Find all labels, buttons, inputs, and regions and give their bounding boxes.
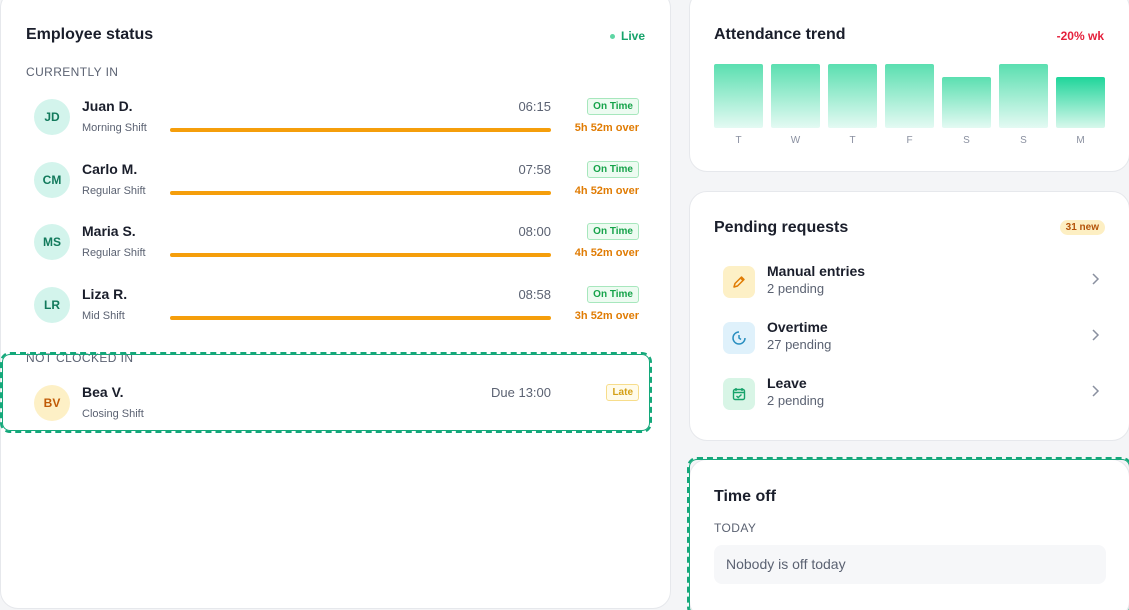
employee-row[interactable]: MS Maria S. Regular Shift 08:00 On Time … bbox=[26, 223, 646, 283]
request-subtitle: 2 pending bbox=[767, 281, 825, 296]
weekly-change: -20% wk bbox=[1056, 29, 1104, 43]
clock-in-time: 08:58 bbox=[518, 287, 551, 302]
avatar: BV bbox=[34, 385, 70, 421]
today-label: TODAY bbox=[714, 521, 757, 535]
employee-name: Juan D. bbox=[82, 98, 133, 114]
clock-in-time: 06:15 bbox=[518, 99, 551, 114]
new-count-badge: 31 new bbox=[1059, 220, 1105, 235]
not-clocked-in-label: NOT CLOCKED IN bbox=[26, 351, 134, 365]
live-indicator: Live bbox=[609, 29, 645, 43]
employee-shift: Regular Shift bbox=[82, 247, 146, 259]
due-time: Due 13:00 bbox=[491, 385, 551, 400]
employee-row[interactable]: LR Liza R. Mid Shift 08:58 On Time 3h 52… bbox=[26, 286, 646, 346]
status-badge: On Time bbox=[587, 223, 639, 240]
employee-name: Maria S. bbox=[82, 223, 136, 239]
overtime-label: 4h 52m over bbox=[574, 185, 639, 197]
shift-progress-bar bbox=[170, 253, 551, 257]
day-label: T bbox=[849, 135, 856, 146]
status-badge: On Time bbox=[587, 161, 639, 178]
time-off-card: Time off TODAY Nobody is off today bbox=[689, 459, 1129, 610]
day-label: F bbox=[906, 135, 913, 146]
attendance-bar bbox=[828, 64, 877, 128]
status-badge: On Time bbox=[587, 286, 639, 303]
request-title: Overtime bbox=[767, 319, 828, 335]
day-label: S bbox=[1020, 135, 1027, 146]
employee-shift: Closing Shift bbox=[82, 408, 144, 420]
employee-row-late[interactable]: BV Bea V. Closing Shift Due 13:00 Late bbox=[26, 384, 646, 444]
shift-progress-bar bbox=[170, 191, 551, 195]
chevron-right-icon bbox=[1092, 329, 1100, 341]
pencil-icon bbox=[723, 266, 755, 298]
live-label: Live bbox=[620, 29, 645, 43]
pending-requests-title: Pending requests bbox=[714, 219, 849, 236]
request-subtitle: 27 pending bbox=[767, 337, 832, 352]
clock-in-time: 07:58 bbox=[518, 162, 551, 177]
request-title: Leave bbox=[767, 375, 807, 391]
employee-row[interactable]: JD Juan D. Morning Shift 06:15 On Time 5… bbox=[26, 98, 646, 158]
overtime-label: 3h 52m over bbox=[574, 310, 639, 322]
attendance-bar bbox=[885, 64, 934, 128]
clock-icon bbox=[723, 322, 755, 354]
time-off-title: Time off bbox=[714, 488, 776, 505]
day-label: T bbox=[735, 135, 742, 146]
focus-highlight bbox=[0, 352, 652, 433]
time-off-empty-state: Nobody is off today bbox=[714, 545, 1106, 584]
shift-progress-bar bbox=[170, 316, 551, 320]
calendar-check-icon bbox=[723, 378, 755, 410]
avatar: MS bbox=[34, 224, 70, 260]
request-manual-entries[interactable]: Manual entries 2 pending bbox=[723, 263, 1103, 305]
live-dot-icon bbox=[609, 33, 615, 39]
request-subtitle: 2 pending bbox=[767, 393, 825, 408]
employee-name: Bea V. bbox=[82, 384, 124, 400]
attendance-bar bbox=[999, 64, 1048, 128]
avatar: CM bbox=[34, 162, 70, 198]
late-badge: Late bbox=[606, 384, 639, 401]
focus-highlight bbox=[687, 457, 1129, 610]
request-overtime[interactable]: Overtime 27 pending bbox=[723, 319, 1103, 361]
shift-progress-bar bbox=[170, 128, 551, 132]
employee-status-card: Employee status Live CURRENTLY IN JD Jua… bbox=[0, 0, 671, 609]
day-label: M bbox=[1076, 135, 1085, 146]
attendance-bar bbox=[714, 64, 763, 128]
attendance-bar bbox=[1056, 77, 1105, 128]
chevron-right-icon bbox=[1092, 385, 1100, 397]
avatar: JD bbox=[34, 99, 70, 135]
employee-name: Carlo M. bbox=[82, 161, 138, 177]
attendance-trend-card: Attendance trend -20% wk T W T F S S M bbox=[689, 0, 1129, 172]
day-label: W bbox=[790, 135, 801, 146]
employee-row[interactable]: CM Carlo M. Regular Shift 07:58 On Time … bbox=[26, 161, 646, 221]
attendance-bar bbox=[771, 64, 820, 128]
overtime-label: 4h 52m over bbox=[574, 247, 639, 259]
avatar: LR bbox=[34, 287, 70, 323]
request-title: Manual entries bbox=[767, 263, 866, 279]
day-label: S bbox=[963, 135, 970, 146]
employee-name: Liza R. bbox=[82, 286, 128, 302]
request-leave[interactable]: Leave 2 pending bbox=[723, 375, 1103, 417]
attendance-bar bbox=[942, 77, 991, 128]
employee-shift: Morning Shift bbox=[82, 122, 147, 134]
employee-shift: Regular Shift bbox=[82, 185, 146, 197]
employee-status-title: Employee status bbox=[26, 26, 154, 43]
overtime-label: 5h 52m over bbox=[574, 122, 639, 134]
pending-requests-card: Pending requests 31 new Manual entries 2… bbox=[689, 191, 1129, 441]
clock-in-time: 08:00 bbox=[518, 224, 551, 239]
status-badge: On Time bbox=[587, 98, 639, 115]
employee-shift: Mid Shift bbox=[82, 310, 125, 322]
currently-in-label: CURRENTLY IN bbox=[26, 65, 119, 79]
attendance-trend-title: Attendance trend bbox=[714, 26, 846, 43]
chevron-right-icon bbox=[1092, 273, 1100, 285]
